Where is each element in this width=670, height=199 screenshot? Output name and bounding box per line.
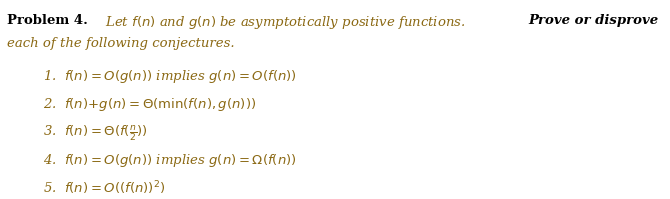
Text: 5.  $f(n) = O((f(n))^2)$: 5. $f(n) = O((f(n))^2)$ (44, 180, 166, 197)
Text: 4.  $f(n) = O(g(n))$ implies $g(n) = \Omega(f(n))$: 4. $f(n) = O(g(n))$ implies $g(n) = \Ome… (44, 152, 297, 169)
Text: 3.  $f(n) = \Theta(f(\frac{n}{2}))$: 3. $f(n) = \Theta(f(\frac{n}{2}))$ (44, 124, 148, 143)
Text: 2.  $f(n){+}g(n) = \Theta(\min(f(n), g(n)))$: 2. $f(n){+}g(n) = \Theta(\min(f(n), g(n)… (44, 96, 257, 113)
Text: each of the following conjectures.: each of the following conjectures. (7, 37, 235, 50)
Text: 1.  $f(n) = O(g(n))$ implies $g(n) = O(f(n))$: 1. $f(n) = O(g(n))$ implies $g(n) = O(f(… (44, 68, 297, 85)
Text: Prove or disprove: Prove or disprove (529, 14, 659, 27)
Text: Problem 4.: Problem 4. (7, 14, 88, 27)
Text: Problem 4.: Problem 4. (7, 14, 88, 27)
Text: Let $f(n)$ and $g(n)$ be asymptotically positive functions.: Let $f(n)$ and $g(n)$ be asymptotically … (101, 14, 471, 31)
